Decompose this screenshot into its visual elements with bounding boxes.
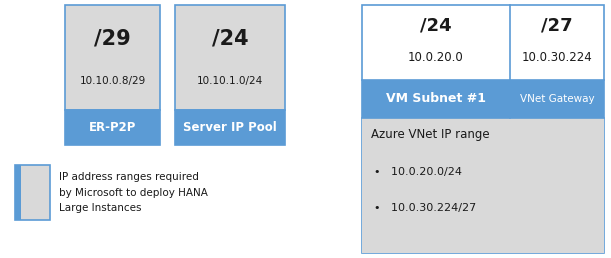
Text: 10.10.0.8/29: 10.10.0.8/29: [79, 76, 145, 86]
Text: ER-P2P: ER-P2P: [89, 121, 136, 134]
Text: IP address ranges required: IP address ranges required: [59, 172, 199, 182]
FancyBboxPatch shape: [15, 165, 21, 220]
FancyBboxPatch shape: [65, 5, 160, 110]
Text: /24: /24: [211, 29, 248, 49]
Text: Large Instances: Large Instances: [59, 203, 142, 213]
FancyBboxPatch shape: [362, 118, 604, 253]
FancyBboxPatch shape: [175, 5, 285, 110]
Text: Azure VNet IP range: Azure VNet IP range: [371, 128, 490, 141]
Text: by Microsoft to deploy HANA: by Microsoft to deploy HANA: [59, 188, 208, 198]
Text: 10.0.20.0: 10.0.20.0: [408, 51, 464, 64]
Text: •   10.0.30.224/27: • 10.0.30.224/27: [374, 204, 477, 213]
Text: /24: /24: [420, 17, 452, 35]
Text: VM Subnet #1: VM Subnet #1: [386, 93, 486, 106]
Text: •   10.0.20.0/24: • 10.0.20.0/24: [374, 167, 462, 177]
Text: 10.10.1.0/24: 10.10.1.0/24: [197, 76, 263, 86]
Text: /27: /27: [541, 17, 573, 35]
FancyBboxPatch shape: [65, 110, 160, 145]
FancyBboxPatch shape: [362, 5, 604, 253]
FancyBboxPatch shape: [362, 80, 604, 118]
FancyBboxPatch shape: [15, 165, 50, 220]
Text: VNet Gateway: VNet Gateway: [520, 94, 595, 104]
FancyBboxPatch shape: [175, 110, 285, 145]
Text: 10.0.30.224: 10.0.30.224: [522, 51, 593, 64]
Text: Server IP Pool: Server IP Pool: [183, 121, 277, 134]
Text: /29: /29: [94, 29, 131, 49]
